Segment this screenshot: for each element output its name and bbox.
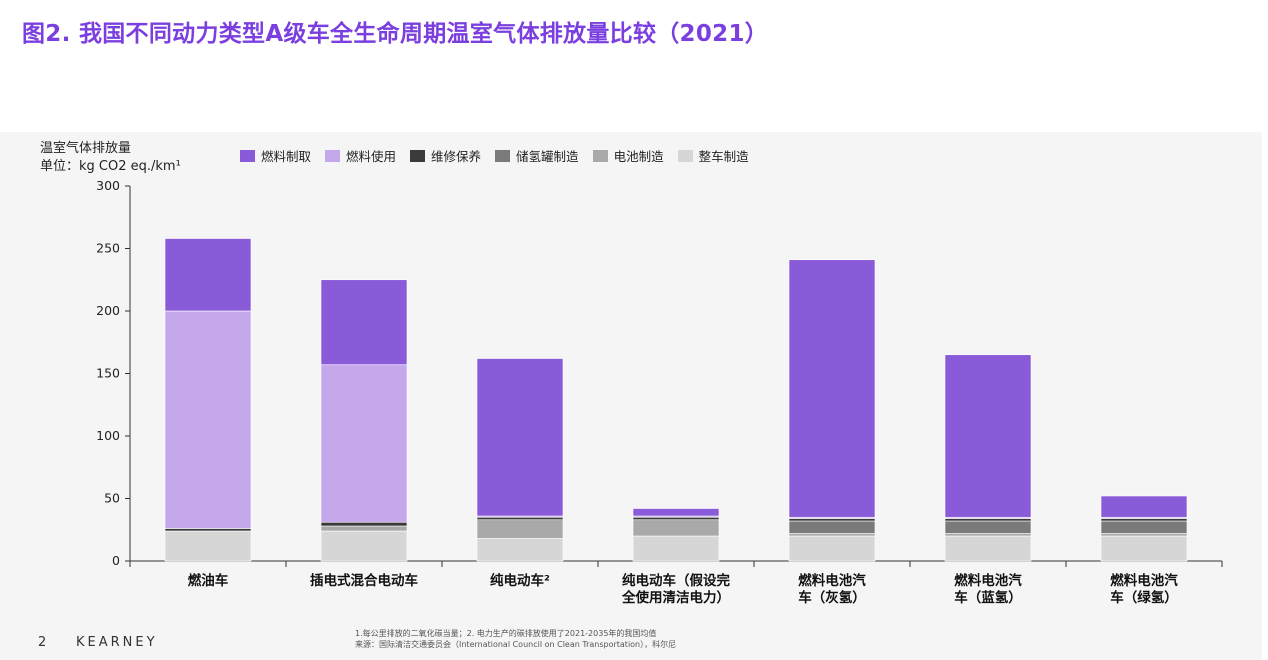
x-category-label: 燃料电池汽 (954, 572, 1022, 589)
bar-segment (1100, 495, 1188, 518)
legend-item: 燃料制取 (240, 146, 311, 165)
legend-swatch (677, 149, 693, 162)
bar-segment (632, 516, 720, 521)
x-category-label: 纯电动车² (490, 572, 550, 589)
legend-item: 电池制造 (592, 146, 664, 165)
y-tick-label: 100 (96, 428, 120, 443)
bar-segment (788, 535, 876, 562)
bar-segment (476, 538, 564, 562)
x-category-label: 全使用清洁电力） (621, 589, 730, 606)
bar-segment (632, 535, 720, 562)
x-category-label: 燃料电池汽 (798, 572, 866, 589)
y-tick-label: 250 (96, 241, 120, 256)
bar-segment (320, 530, 408, 562)
x-category-label: 车（灰氢） (798, 589, 866, 606)
y-axis-unit: 单位：kg CO2 eq./km¹ (40, 159, 181, 174)
legend-label: 燃料使用 (346, 149, 397, 164)
legend-label: 燃料制取 (261, 149, 312, 164)
legend-item: 储氢罐制造 (495, 146, 579, 165)
footnote: 1.每公里排放的二氧化碳当量；2. 电力生产的碳排放使用了2021-2035年的… (355, 629, 657, 638)
bar-segment (944, 520, 1032, 534)
bar-segment (944, 518, 1032, 522)
x-category-label: 车（绿氢） (1110, 589, 1178, 606)
chart-legend: 燃料制取 燃料使用 维修保养 储氢罐制造 电池制造 整车制造 (240, 146, 749, 165)
bar-segment (476, 358, 564, 517)
y-tick-label: 200 (96, 303, 120, 318)
bar-segment (476, 516, 564, 521)
bar-segment (788, 520, 876, 534)
bar-segment (788, 259, 876, 518)
legend-label: 维修保养 (431, 149, 482, 164)
bar-segment (1100, 535, 1188, 562)
source-note: 来源：国际清洁交通委员会（International Council on Cl… (355, 640, 677, 649)
bar-segment (320, 279, 408, 366)
bar-segment (164, 530, 252, 562)
bar-segment (632, 508, 720, 517)
page-number: 2 (38, 635, 47, 650)
x-category-label: 燃油车 (188, 572, 229, 589)
bar-segment (164, 238, 252, 312)
legend-label: 整车制造 (698, 149, 749, 164)
x-category-label: 插电式混合电动车 (310, 572, 418, 589)
bar-segment (944, 533, 1032, 537)
legend-label: 储氢罐制造 (516, 149, 579, 164)
y-axis-title: 温室气体排放量 (40, 141, 132, 156)
legend-item: 燃料使用 (325, 146, 396, 165)
y-tick-label: 50 (104, 491, 120, 506)
x-category-label: 车（蓝氢） (954, 589, 1022, 606)
bar-segment (476, 519, 564, 539)
bar-segment (320, 521, 408, 527)
bar-segment (632, 519, 720, 537)
legend-swatch (592, 149, 608, 162)
legend-swatch (410, 149, 426, 162)
bar-segment (164, 310, 252, 529)
bar-segment (788, 533, 876, 537)
bar-segment (320, 525, 408, 532)
bar-segment (1100, 533, 1188, 537)
bar-segment (788, 518, 876, 522)
bar-segment (164, 528, 252, 532)
legend-item: 整车制造 (677, 146, 749, 165)
bar-segment (944, 354, 1032, 518)
page-title: 图2. 我国不同动力类型A级车全生命周期温室气体排放量比较（2021） (22, 21, 769, 47)
legend-swatch (495, 149, 511, 162)
bar-segment (320, 364, 408, 523)
y-tick-label: 300 (96, 178, 120, 193)
bar-segment (1100, 518, 1188, 522)
legend-label: 电池制造 (613, 149, 664, 164)
bar-segment (1100, 520, 1188, 534)
x-category-label: 纯电动车（假设完 (622, 572, 730, 589)
legend-item: 维修保养 (410, 146, 481, 165)
legend-swatch (240, 149, 255, 162)
bar-segment (944, 535, 1032, 562)
x-category-label: 燃料电池汽 (1110, 572, 1178, 589)
legend-swatch (325, 149, 341, 162)
y-tick-label: 0 (112, 553, 120, 568)
y-tick-label: 150 (96, 366, 120, 381)
brand-logo: KEARNEY (76, 635, 158, 650)
